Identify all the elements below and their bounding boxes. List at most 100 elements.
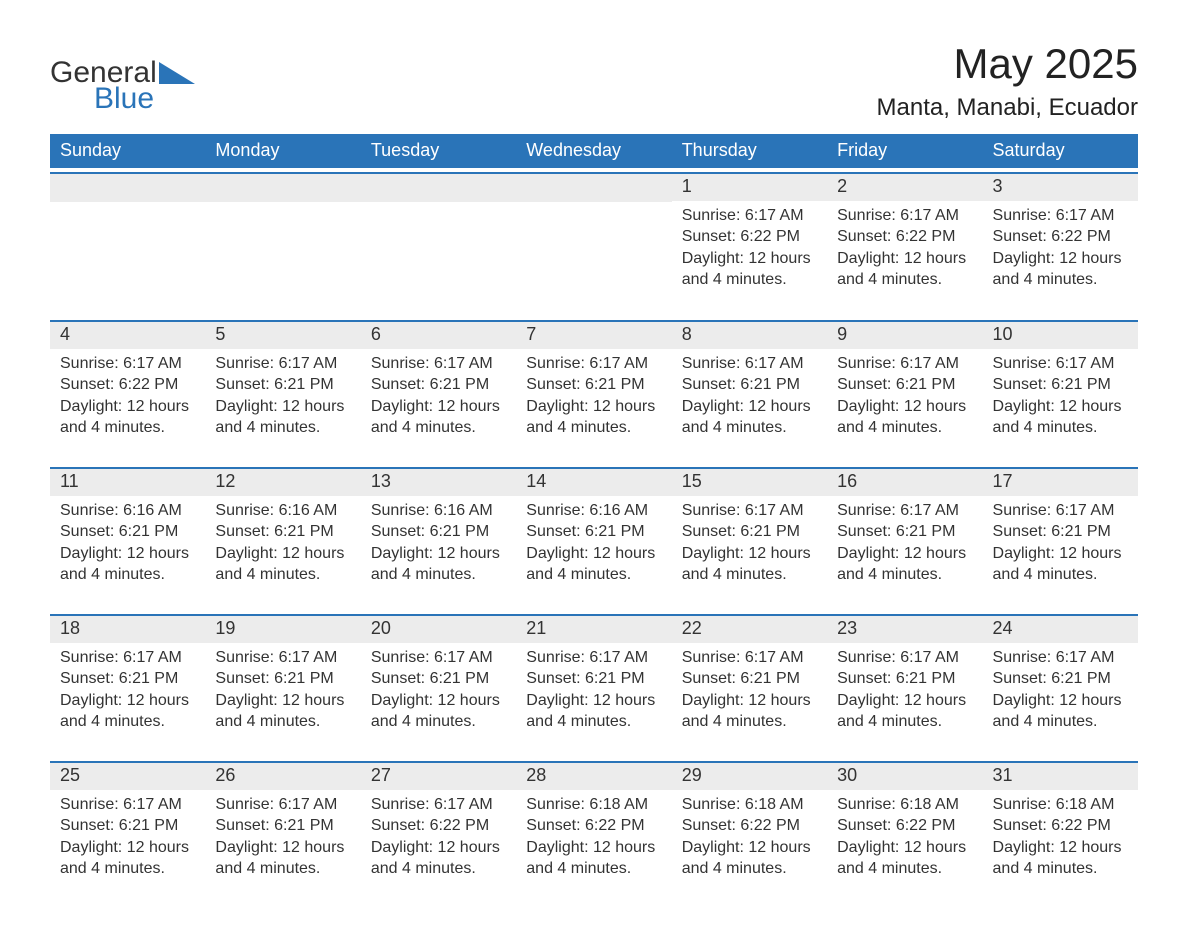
calendar-cell: 22Sunrise: 6:17 AMSunset: 6:21 PMDayligh… — [672, 616, 827, 757]
title-block: May 2025 Manta, Manabi, Ecuador — [877, 40, 1138, 122]
date-number: 20 — [361, 616, 516, 643]
date-number: 13 — [361, 469, 516, 496]
date-number: 10 — [983, 322, 1138, 349]
calendar-cell: 24Sunrise: 6:17 AMSunset: 6:21 PMDayligh… — [983, 616, 1138, 757]
cell-body: Sunrise: 6:17 AMSunset: 6:21 PMDaylight:… — [827, 349, 982, 463]
sunrise-line-label: Sunrise: — [215, 355, 274, 372]
day-header-row: SundayMondayTuesdayWednesdayThursdayFrid… — [50, 134, 1138, 168]
calendar-cell: 5Sunrise: 6:17 AMSunset: 6:21 PMDaylight… — [205, 322, 360, 463]
sunset-line-value: 6:22 PM — [1051, 228, 1111, 245]
calendar-page: General Blue May 2025 Manta, Manabi, Ecu… — [0, 0, 1188, 934]
day-header: Wednesday — [516, 134, 671, 168]
date-number — [205, 174, 360, 202]
daylight-line: Daylight: 12 hours and 4 minutes. — [371, 837, 506, 880]
sunset-line-label: Sunset: — [837, 376, 891, 393]
sunrise-line-label: Sunrise: — [993, 649, 1052, 666]
sunset-line-value: 6:22 PM — [430, 817, 490, 834]
date-number: 6 — [361, 322, 516, 349]
daylight-line-label: Daylight: — [993, 839, 1055, 856]
daylight-line: Daylight: 12 hours and 4 minutes. — [526, 396, 661, 439]
cell-body — [361, 202, 516, 316]
sunset-line: Sunset: 6:22 PM — [682, 226, 817, 248]
sunrise-line-label: Sunrise: — [837, 502, 896, 519]
sunrise-line-label: Sunrise: — [215, 649, 274, 666]
date-number: 3 — [983, 174, 1138, 201]
daylight-line: Daylight: 12 hours and 4 minutes. — [682, 543, 817, 586]
date-number: 24 — [983, 616, 1138, 643]
sunset-line-value: 6:21 PM — [1051, 523, 1111, 540]
sunrise-line: Sunrise: 6:17 AM — [60, 647, 195, 669]
sunrise-line-label: Sunrise: — [60, 796, 119, 813]
sunset-line: Sunset: 6:21 PM — [215, 815, 350, 837]
calendar-cell: 12Sunrise: 6:16 AMSunset: 6:21 PMDayligh… — [205, 469, 360, 610]
sunset-line-label: Sunset: — [526, 817, 580, 834]
sunrise-line-label: Sunrise: — [682, 502, 741, 519]
sunrise-line-value: 6:17 AM — [745, 502, 804, 519]
sunrise-line: Sunrise: 6:17 AM — [682, 353, 817, 375]
logo-triangle-icon — [159, 62, 195, 86]
sunrise-line: Sunrise: 6:18 AM — [682, 794, 817, 816]
sunset-line-label: Sunset: — [215, 523, 269, 540]
sunset-line-value: 6:21 PM — [896, 523, 956, 540]
sunset-line-value: 6:21 PM — [585, 670, 645, 687]
sunrise-line-value: 6:17 AM — [745, 355, 804, 372]
calendar-week: 11Sunrise: 6:16 AMSunset: 6:21 PMDayligh… — [50, 467, 1138, 610]
sunset-line-label: Sunset: — [60, 376, 114, 393]
date-number: 23 — [827, 616, 982, 643]
calendar-cell — [516, 174, 671, 316]
daylight-line: Daylight: 12 hours and 4 minutes. — [60, 690, 195, 733]
cell-body: Sunrise: 6:17 AMSunset: 6:21 PMDaylight:… — [50, 643, 205, 757]
daylight-line-label: Daylight: — [371, 398, 433, 415]
sunrise-line-label: Sunrise: — [837, 649, 896, 666]
sunset-line-value: 6:21 PM — [896, 670, 956, 687]
cell-body: Sunrise: 6:17 AMSunset: 6:21 PMDaylight:… — [205, 349, 360, 463]
sunset-line-label: Sunset: — [837, 670, 891, 687]
sunset-line: Sunset: 6:21 PM — [215, 668, 350, 690]
daylight-line-label: Daylight: — [215, 692, 277, 709]
sunrise-line-value: 6:16 AM — [434, 502, 493, 519]
day-header: Thursday — [672, 134, 827, 168]
sunset-line: Sunset: 6:21 PM — [682, 374, 817, 396]
calendar-cell: 6Sunrise: 6:17 AMSunset: 6:21 PMDaylight… — [361, 322, 516, 463]
sunset-line: Sunset: 6:22 PM — [837, 226, 972, 248]
sunrise-line: Sunrise: 6:17 AM — [837, 353, 972, 375]
sunset-line: Sunset: 6:22 PM — [526, 815, 661, 837]
daylight-line-label: Daylight: — [993, 398, 1055, 415]
daylight-line-label: Daylight: — [215, 398, 277, 415]
sunrise-line-value: 6:18 AM — [900, 796, 959, 813]
sunset-line-label: Sunset: — [682, 817, 736, 834]
cell-body — [205, 202, 360, 316]
calendar-cell: 30Sunrise: 6:18 AMSunset: 6:22 PMDayligh… — [827, 763, 982, 904]
sunset-line-value: 6:21 PM — [1051, 376, 1111, 393]
daylight-line: Daylight: 12 hours and 4 minutes. — [526, 543, 661, 586]
sunset-line-value: 6:21 PM — [274, 817, 334, 834]
date-number — [50, 174, 205, 202]
sunset-line-label: Sunset: — [993, 817, 1047, 834]
sunrise-line-value: 6:17 AM — [279, 355, 338, 372]
daylight-line: Daylight: 12 hours and 4 minutes. — [60, 837, 195, 880]
date-number: 28 — [516, 763, 671, 790]
sunrise-line: Sunrise: 6:17 AM — [526, 647, 661, 669]
cell-body: Sunrise: 6:18 AMSunset: 6:22 PMDaylight:… — [516, 790, 671, 904]
sunset-line: Sunset: 6:21 PM — [60, 521, 195, 543]
sunset-line-label: Sunset: — [993, 228, 1047, 245]
cell-body: Sunrise: 6:17 AMSunset: 6:21 PMDaylight:… — [361, 349, 516, 463]
sunrise-line-value: 6:16 AM — [589, 502, 648, 519]
sunrise-line-label: Sunrise: — [682, 796, 741, 813]
daylight-line-label: Daylight: — [993, 692, 1055, 709]
sunset-line-value: 6:22 PM — [585, 817, 645, 834]
sunset-line-value: 6:21 PM — [740, 670, 800, 687]
sunrise-line: Sunrise: 6:16 AM — [215, 500, 350, 522]
calendar-cell: 7Sunrise: 6:17 AMSunset: 6:21 PMDaylight… — [516, 322, 671, 463]
sunrise-line-value: 6:17 AM — [900, 355, 959, 372]
sunrise-line-label: Sunrise: — [371, 649, 430, 666]
sunset-line-value: 6:22 PM — [740, 228, 800, 245]
sunrise-line-value: 6:17 AM — [434, 649, 493, 666]
sunset-line: Sunset: 6:22 PM — [60, 374, 195, 396]
sunset-line-value: 6:22 PM — [896, 817, 956, 834]
logo: General Blue — [50, 58, 195, 114]
daylight-line: Daylight: 12 hours and 4 minutes. — [371, 543, 506, 586]
cell-body: Sunrise: 6:17 AMSunset: 6:21 PMDaylight:… — [983, 496, 1138, 610]
date-number: 19 — [205, 616, 360, 643]
cell-body: Sunrise: 6:16 AMSunset: 6:21 PMDaylight:… — [361, 496, 516, 610]
